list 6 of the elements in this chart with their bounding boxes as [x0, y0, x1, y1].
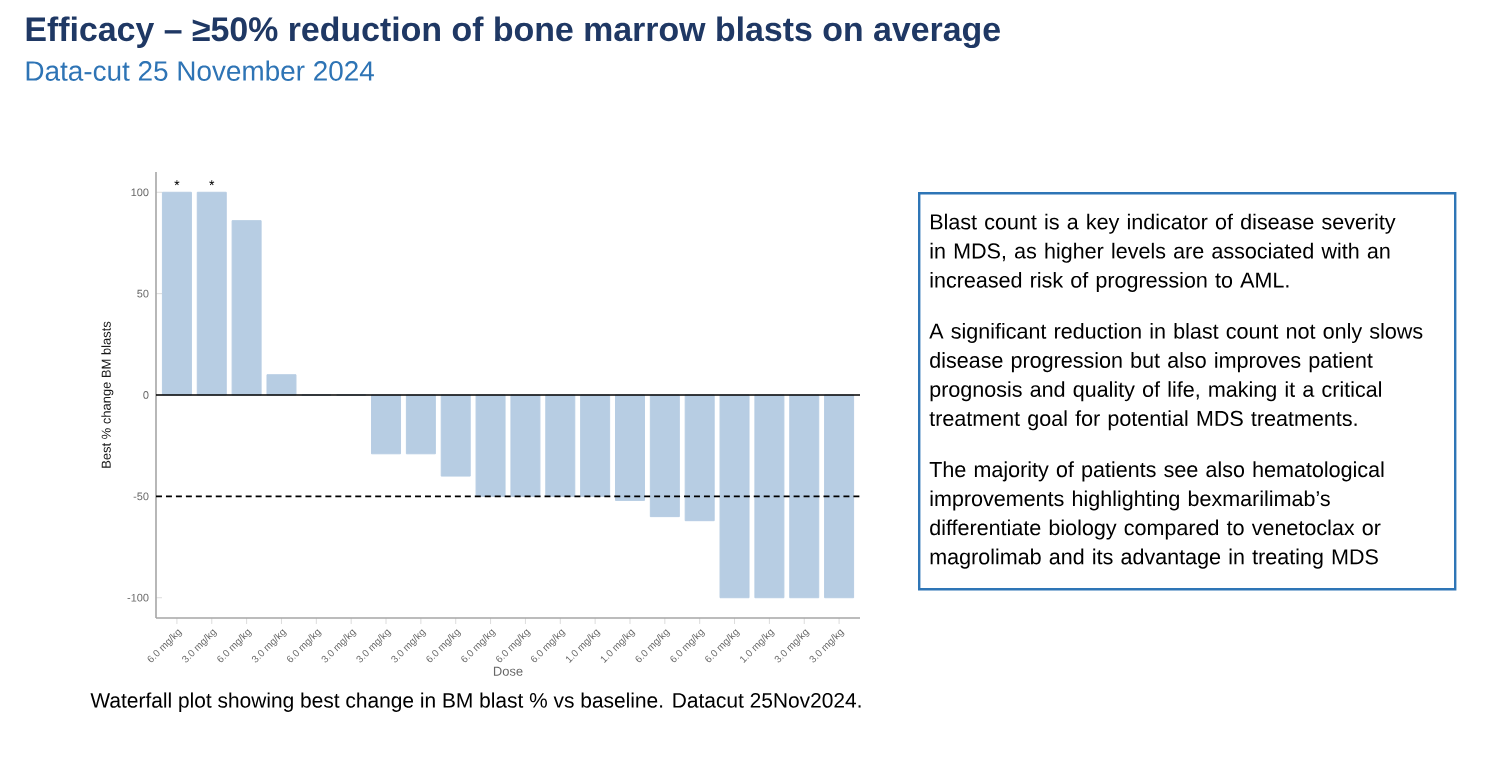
chart-subtitle: Data-cut 25 November 2024: [26, 60, 374, 81]
text: A significant reduction in blast count not only slows disease progression but also improves patient prognosis and quality of life, making it a critical treatment goal for potential MDS treatments.: [929, 322, 1423, 431]
text: Blast count is a key indicator of disease severity in MDS, as higher levels are associated with an increased risk of progression to AML.: [930, 213, 1396, 292]
text: Waterfall plot showing best change in BM blast % vs baseline. Datacut 25Nov2024.: [90, 692, 861, 712]
text: The majority of patients see also hematological improvements highlighting bexmarilimab’s differentiate biology compared to venetoclax or magrolimab and its advantage in treating MDS: [929, 461, 1384, 569]
chart-title: Efficacy – ≥50% reduction of bone marrow blasts on average: [26, 16, 1000, 49]
